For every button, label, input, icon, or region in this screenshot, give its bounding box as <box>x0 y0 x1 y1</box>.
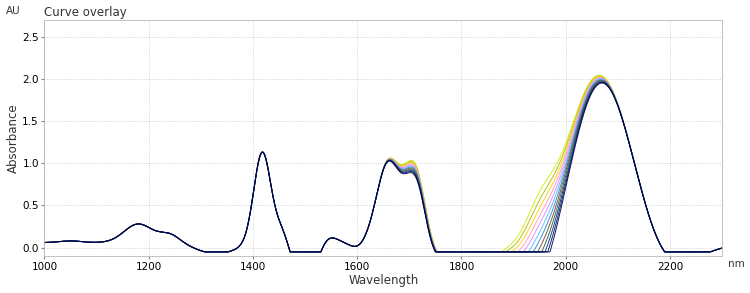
Text: Curve overlay: Curve overlay <box>44 6 128 18</box>
Text: AU: AU <box>5 6 20 16</box>
Text: nm: nm <box>728 259 745 269</box>
X-axis label: Wavelength: Wavelength <box>348 275 418 287</box>
Y-axis label: Absorbance: Absorbance <box>7 103 20 173</box>
